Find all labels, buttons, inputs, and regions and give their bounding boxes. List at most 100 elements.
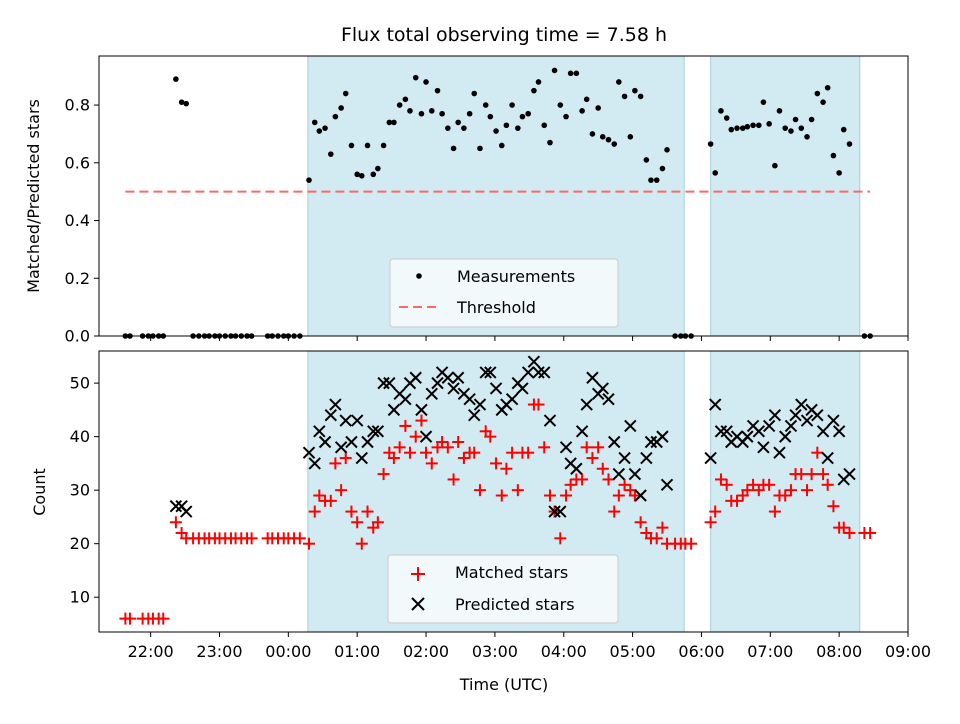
predicted-stars-point bbox=[355, 451, 368, 465]
matched-stars-point bbox=[560, 489, 573, 502]
predicted-stars-point bbox=[367, 425, 380, 438]
measurements-point bbox=[482, 102, 489, 108]
matched-stars-point bbox=[447, 473, 460, 486]
predicted-stars-point bbox=[532, 366, 545, 379]
predicted-stars-point bbox=[361, 435, 374, 449]
predicted-stars-point-b bbox=[768, 409, 782, 422]
matched-stars-point bbox=[811, 446, 824, 459]
matched-stars-point bbox=[511, 484, 524, 497]
measurements-point bbox=[439, 110, 445, 117]
matched-stars-point bbox=[592, 441, 605, 454]
measurements-point bbox=[804, 134, 810, 140]
measurements-point bbox=[173, 76, 179, 82]
matched-stars-point bbox=[123, 612, 136, 625]
predicted-stars-point-b bbox=[714, 425, 728, 438]
matched-stars-point bbox=[795, 468, 808, 481]
predicted-stars-point bbox=[612, 467, 626, 481]
measurements-point bbox=[599, 134, 606, 140]
measurements-point bbox=[338, 105, 344, 111]
bottom-y-tick-label: 40 bbox=[70, 427, 90, 446]
x-axis-label: Time (UTC) bbox=[459, 675, 548, 694]
matched-stars-point bbox=[634, 516, 647, 529]
predicted-stars-point bbox=[548, 505, 561, 518]
matched-stars-point bbox=[837, 521, 850, 534]
predicted-stars-point-b bbox=[393, 387, 406, 401]
measurements-point bbox=[734, 125, 740, 131]
bottom-x-axis: 22:00 23:00 00:00 01:00 02:00 03:00 04:00 05:00… bbox=[128, 632, 931, 661]
predicted-stars-point-b bbox=[784, 419, 798, 433]
matched-stars-point bbox=[361, 505, 374, 518]
measurements-point bbox=[664, 147, 670, 153]
measurements-point bbox=[358, 172, 365, 179]
measurements-point bbox=[712, 170, 719, 176]
predicted-stars-point bbox=[827, 414, 840, 427]
predicted-stars-point bbox=[505, 392, 519, 406]
matched-stars-point bbox=[608, 505, 621, 518]
measurements-point bbox=[643, 157, 650, 163]
measurements-point bbox=[407, 108, 413, 114]
predicted-stars-point-b bbox=[575, 425, 589, 438]
measurements-point bbox=[332, 113, 339, 120]
matched-stars-point bbox=[741, 484, 754, 497]
measurements-point bbox=[306, 177, 312, 183]
predicted-stars-point-b bbox=[505, 392, 519, 406]
predicted-stars-point-b bbox=[644, 435, 658, 449]
measurements-point bbox=[756, 122, 762, 129]
measurements-point bbox=[535, 79, 542, 85]
predicted-stars-point bbox=[538, 366, 551, 379]
bottom-panel: 10 20 30 40 50 22:00 23:00 00:00 01:00 02:00 03:0… bbox=[30, 350, 931, 694]
predicted-stars-point-b bbox=[527, 355, 541, 368]
measurements-point bbox=[487, 113, 494, 120]
legend-predicted-marker bbox=[411, 597, 425, 611]
bottom-y-tick-label: 10 bbox=[70, 588, 90, 607]
predicted-stars-point bbox=[447, 382, 460, 395]
measurements-point bbox=[782, 125, 789, 131]
measurements-point bbox=[455, 119, 461, 126]
predicted-stars-point bbox=[656, 430, 669, 443]
predicted-stars-point-b bbox=[816, 425, 830, 438]
legend-matched-label: Matched stars bbox=[455, 563, 568, 582]
predicted-stars-point bbox=[704, 451, 717, 465]
measurements-point bbox=[659, 165, 666, 172]
matched-stars-point bbox=[580, 441, 593, 454]
predicted-stars-point-b bbox=[720, 425, 733, 438]
measurements-point bbox=[434, 87, 441, 94]
measurements-point bbox=[605, 136, 612, 143]
predicted-stars-point-b bbox=[554, 505, 567, 518]
matched-stars-point bbox=[506, 446, 519, 459]
predicted-stars-point bbox=[644, 435, 658, 449]
x-tick-label: 23:00 bbox=[196, 642, 242, 661]
measurements-point bbox=[792, 116, 799, 123]
predicted-stars-point-b bbox=[624, 419, 637, 433]
matched-stars-point bbox=[335, 484, 348, 497]
measurements-point bbox=[493, 128, 499, 134]
predicted-stars-point bbox=[554, 505, 567, 518]
predicted-stars-point bbox=[521, 366, 535, 379]
matched-stars-point bbox=[452, 435, 465, 448]
matched-stars-point bbox=[169, 516, 182, 529]
predicted-stars-point bbox=[451, 371, 465, 384]
measurements-point bbox=[707, 141, 714, 147]
predicted-stars-point bbox=[399, 392, 412, 406]
matched-stars-point bbox=[656, 521, 669, 534]
matched-stars-point bbox=[399, 419, 412, 432]
predicted-stars-point-b bbox=[805, 403, 818, 417]
matched-stars-point bbox=[532, 398, 545, 411]
matched-stars-point bbox=[602, 473, 615, 486]
predicted-stars-point bbox=[757, 441, 770, 454]
top-y-tick-label: 0.0 bbox=[65, 327, 90, 346]
predicted-stars-point bbox=[543, 414, 557, 427]
measurements-point bbox=[611, 141, 618, 147]
x-tick-label: 05:00 bbox=[610, 642, 656, 661]
top-legend: Measurements Threshold bbox=[389, 258, 619, 328]
matched-stars-point bbox=[473, 484, 486, 497]
matched-stars-point bbox=[596, 462, 609, 475]
top-y-tick-label: 0.8 bbox=[65, 96, 90, 115]
matched-stars-point bbox=[329, 457, 342, 470]
matched-stars-point bbox=[302, 537, 315, 550]
predicted-stars-point-b bbox=[741, 430, 754, 443]
predicted-stars-point bbox=[302, 446, 316, 459]
measurements-point bbox=[450, 145, 457, 152]
predicted-stars-point bbox=[709, 398, 722, 411]
